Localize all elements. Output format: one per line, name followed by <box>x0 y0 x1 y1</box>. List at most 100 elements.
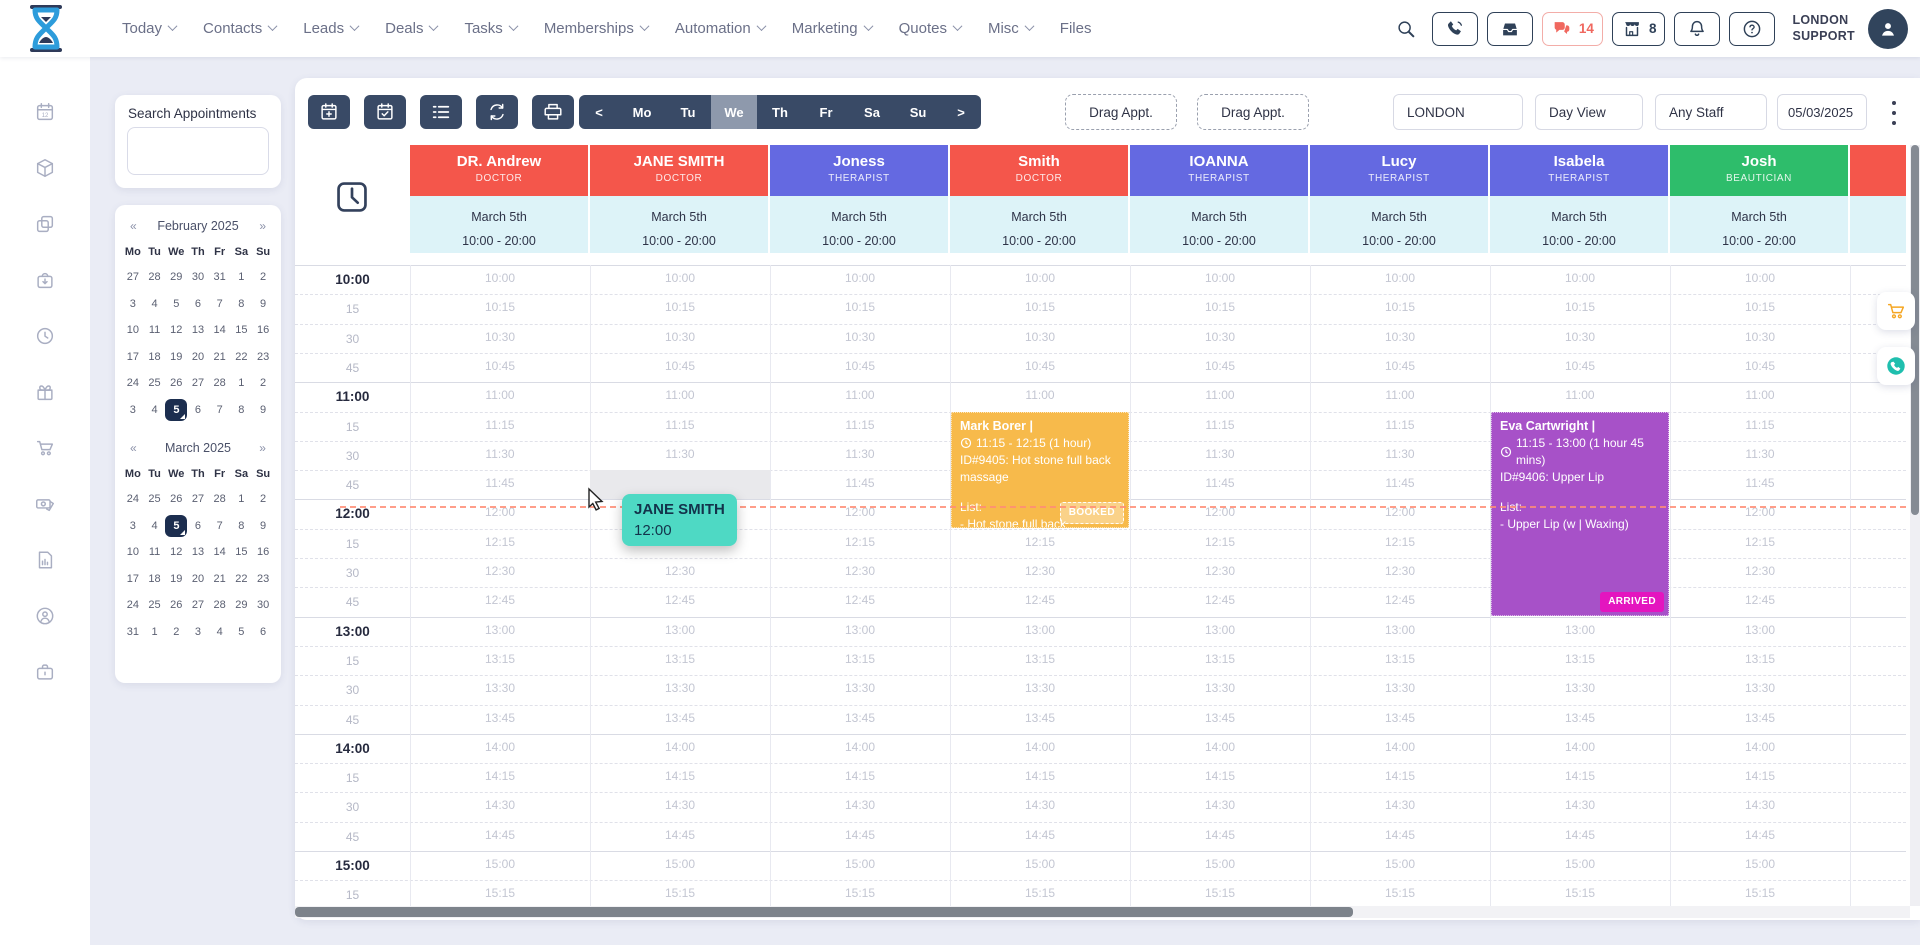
slot-cell[interactable]: 15:00 <box>664 857 696 871</box>
slot-cell[interactable]: 10:45 <box>484 358 516 373</box>
calendar-day[interactable]: 28 <box>213 377 226 390</box>
slot-cell[interactable]: 13:00 <box>484 622 516 637</box>
slot-cell[interactable]: 12:15 <box>844 534 876 549</box>
slot-cell[interactable]: 10:15 <box>1744 300 1776 315</box>
calendar-day[interactable]: 22 <box>235 572 248 585</box>
slot-cell[interactable]: 12:45 <box>484 593 516 608</box>
slot-cell[interactable]: 15:15 <box>1744 886 1776 901</box>
slot-cell[interactable]: 14:00 <box>664 739 696 754</box>
slot-cell[interactable]: 11:00 <box>1025 388 1055 403</box>
checklist-button[interactable] <box>420 95 462 129</box>
calendar-day[interactable]: 14 <box>213 324 226 337</box>
staff-header-jane-smith[interactable]: JANE SMITH DOCTOR <box>590 145 768 196</box>
slot-cell[interactable]: 10:15 <box>844 300 876 315</box>
day-tab-su[interactable]: Su <box>909 104 927 120</box>
slot-cell[interactable]: 11:45 <box>1205 476 1235 491</box>
slot-cell[interactable]: 13:00 <box>844 622 876 637</box>
slot-cell[interactable]: 13:30 <box>1384 681 1416 696</box>
calendar-day[interactable]: 17 <box>126 350 139 363</box>
slot-cell[interactable]: 15:15 <box>1384 886 1416 901</box>
calendar-prev-button[interactable]: « <box>130 219 137 233</box>
nav-item-today[interactable]: Today <box>122 20 178 37</box>
rail-item-briefcase[interactable] <box>32 661 58 687</box>
slot-cell[interactable]: 11:30 <box>1745 446 1775 461</box>
rail-item-report[interactable] <box>32 549 58 575</box>
calendar-day[interactable]: 3 <box>129 519 136 532</box>
slot-cell[interactable]: 13:30 <box>1744 681 1776 696</box>
slot-cell[interactable]: 13:45 <box>664 710 696 725</box>
slot-cell[interactable]: 13:15 <box>844 651 876 666</box>
slot-cell[interactable]: 14:00 <box>1204 739 1236 754</box>
calendar-day[interactable]: 9 <box>260 403 267 416</box>
slot-cell[interactable]: 15:00 <box>1024 857 1056 871</box>
slot-cell[interactable]: 14:15 <box>1744 769 1776 784</box>
slot-cell[interactable]: 13:45 <box>484 710 516 725</box>
slot-cell[interactable]: 14:15 <box>1384 769 1416 784</box>
slot-cell[interactable]: 10:15 <box>664 300 696 315</box>
slot-cell[interactable]: 13:00 <box>1204 622 1236 637</box>
slot-cell[interactable]: 13:15 <box>1564 651 1596 666</box>
slot-cell[interactable]: 13:30 <box>1024 681 1056 696</box>
calendar-next-button[interactable]: » <box>259 219 266 233</box>
floating-phone-button[interactable] <box>1877 347 1915 385</box>
calendar-day[interactable]: 8 <box>238 403 245 416</box>
slot-cell[interactable]: 13:15 <box>1384 651 1416 666</box>
nav-item-tasks[interactable]: Tasks <box>464 20 519 37</box>
slot-cell[interactable]: 13:30 <box>484 681 516 696</box>
calendar-day[interactable]: 4 <box>151 297 158 310</box>
nav-item-deals[interactable]: Deals <box>385 20 439 37</box>
slot-cell[interactable]: 13:45 <box>1564 710 1596 725</box>
slot-cell[interactable]: 10:30 <box>1384 329 1416 344</box>
calendar-day[interactable]: 3 <box>194 625 202 638</box>
calendar-day[interactable]: 24 <box>126 599 139 612</box>
slot-cell[interactable]: 10:30 <box>1204 329 1236 344</box>
slot-cell[interactable]: 13:45 <box>844 710 876 725</box>
slot-cell[interactable]: 13:00 <box>1564 622 1596 637</box>
appointment-block[interactable]: Eva Cartwright | 11:15 - 13:00 (1 hour 45… <box>1491 411 1669 616</box>
slot-cell[interactable]: 14:15 <box>1204 769 1236 784</box>
slot-cell[interactable]: 14:45 <box>484 827 516 842</box>
date-input[interactable]: 05/03/2025 <box>1777 94 1867 130</box>
calendar-day[interactable]: 9 <box>260 519 267 532</box>
calendar-day[interactable]: 7 <box>216 297 223 310</box>
calendar-day[interactable]: 19 <box>170 350 183 363</box>
slot-cell[interactable]: 12:30 <box>664 564 696 578</box>
slot-cell[interactable]: 10:45 <box>664 358 696 373</box>
vertical-scrollbar[interactable] <box>1910 145 1920 906</box>
next-day-button[interactable]: > <box>957 104 965 120</box>
slot-cell[interactable]: 12:30 <box>1024 564 1056 578</box>
calendar-day[interactable]: 26 <box>170 599 183 612</box>
staff-header-josh[interactable]: Josh BEAUTICIAN <box>1670 145 1848 196</box>
calendar-day[interactable]: 5 <box>173 297 180 310</box>
slot-cell[interactable]: 11:15 <box>1385 417 1415 432</box>
calendar-day[interactable]: 31 <box>213 271 226 284</box>
slot-cell[interactable]: 14:15 <box>1024 769 1056 784</box>
bell-button[interactable] <box>1674 11 1721 46</box>
slot-cell[interactable]: 12:15 <box>1204 534 1236 549</box>
calendar-day[interactable]: 8 <box>238 519 245 532</box>
day-tab-mo[interactable]: Mo <box>632 104 652 120</box>
calendar-day[interactable]: 1 <box>238 377 245 390</box>
view-select[interactable]: Day View <box>1535 94 1643 130</box>
calendar-check-button[interactable] <box>364 95 406 129</box>
slot-cell[interactable]: 14:30 <box>1204 798 1236 813</box>
calendar-prev-button[interactable]: « <box>130 441 137 455</box>
slot-cell[interactable]: 10:15 <box>1564 300 1596 315</box>
rail-item-money[interactable] <box>32 493 58 519</box>
slot-cell[interactable]: 13:45 <box>1204 710 1236 725</box>
slot-cell[interactable]: 13:30 <box>844 681 876 696</box>
slot-cell[interactable]: 14:30 <box>844 798 876 813</box>
slot-cell[interactable]: 14:30 <box>664 798 696 813</box>
nav-item-misc[interactable]: Misc <box>988 20 1035 37</box>
calendar-day[interactable]: 27 <box>191 599 205 612</box>
calendar-day[interactable]: 1 <box>238 271 245 284</box>
calendar-day-selected[interactable]: 5 <box>165 514 188 537</box>
calendar-day[interactable]: 19 <box>170 572 183 585</box>
slot-cell[interactable]: 13:45 <box>1384 710 1416 725</box>
slot-cell[interactable]: 10:30 <box>1744 329 1776 344</box>
calendar-day[interactable]: 2 <box>260 271 267 284</box>
nav-item-marketing[interactable]: Marketing <box>792 20 874 37</box>
calendar-day[interactable]: 28 <box>213 599 226 612</box>
slot-cell[interactable]: 14:45 <box>664 827 696 842</box>
slot-cell[interactable]: 12:45 <box>1744 593 1776 608</box>
